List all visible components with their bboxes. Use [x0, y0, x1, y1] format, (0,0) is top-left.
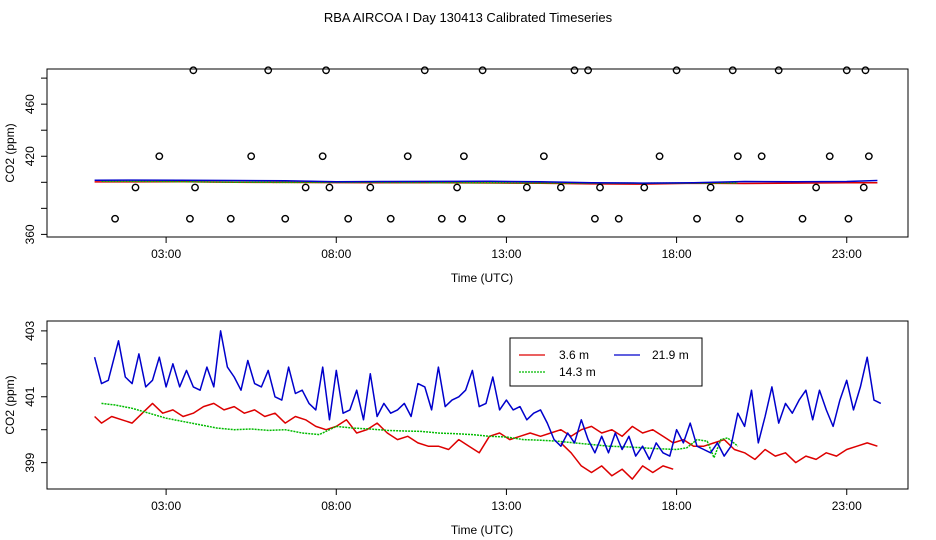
- top-outlier-point: [556, 183, 565, 192]
- top-outlier-point: [655, 152, 664, 161]
- top-outlier-point: [735, 214, 744, 223]
- top-outlier-point: [859, 183, 868, 192]
- top-outlier-point: [386, 214, 395, 223]
- bottom-series-14-3-m-line: [101, 402, 739, 459]
- top-outlier-point: [437, 214, 446, 223]
- top-plot-frame: [46, 68, 909, 238]
- bottom-series-group: [93, 330, 882, 480]
- bottom-x-tick-label: 18:00: [662, 499, 692, 513]
- bottom-panel-chart: 03:00 08:00 13:00 18:00 23:00 399 401 403 Time…: [3, 320, 909, 537]
- top-outlier-point: [774, 66, 783, 75]
- legend-box: [509, 337, 703, 387]
- top-outlier-point: [842, 66, 851, 75]
- top-outlier-point: [844, 214, 853, 223]
- top-outlier-point: [189, 66, 198, 75]
- top-outlier-point: [191, 183, 199, 192]
- bottom-series-3-6-m-dip-line: [560, 442, 674, 480]
- top-outlier-point: [131, 183, 140, 192]
- bottom-y-tick-label: 399: [23, 452, 37, 472]
- bottom-x-tick-label: 23:00: [832, 499, 862, 513]
- top-y-tick-label: 420: [23, 146, 37, 166]
- top-x-axis: 03:00 08:00 13:00 18:00 23:00: [151, 237, 862, 261]
- top-panel-chart: 03:00 08:00 13:00 18:00 23:00 360 420 460 Time…: [3, 66, 909, 285]
- top-outlier-point: [318, 152, 327, 161]
- top-outlier-point: [281, 214, 290, 223]
- top-y-tick-label: 460: [23, 94, 37, 114]
- figure-title: RBA AIRCOA I Day 130413 Calibrated Times…: [324, 10, 613, 25]
- top-x-tick-label: 13:00: [491, 247, 521, 261]
- top-x-axis-label: Time (UTC): [451, 271, 513, 285]
- top-outlier-point: [864, 152, 873, 161]
- bottom-y-axis: 399 401 403: [23, 321, 47, 473]
- top-outlier-point: [301, 183, 310, 192]
- top-outlier-point: [672, 66, 681, 75]
- top-outlier-point: [366, 183, 375, 192]
- top-outlier-point: [812, 183, 821, 192]
- top-outlier-point: [459, 152, 468, 161]
- top-outlier-point: [403, 152, 412, 161]
- top-outlier-point: [728, 66, 737, 75]
- top-outlier-point: [420, 66, 429, 75]
- top-outlier-point: [453, 183, 461, 192]
- top-outlier-point: [497, 214, 506, 223]
- top-y-axis-label: CO2 (ppm): [3, 123, 17, 182]
- bottom-series-21-9-m-line: [93, 330, 882, 461]
- bottom-y-tick-label: 403: [23, 321, 37, 341]
- top-outlier-point: [640, 183, 649, 192]
- top-outlier-point: [186, 214, 194, 223]
- bottom-y-tick-label: 401: [23, 386, 37, 406]
- top-x-tick-label: 03:00: [151, 247, 181, 261]
- top-outlier-point: [325, 183, 334, 192]
- legend-label-3-6m: 3.6 m: [559, 348, 589, 362]
- bottom-x-tick-label: 03:00: [151, 499, 181, 513]
- top-outlier-point: [584, 66, 593, 75]
- top-outlier-point: [322, 66, 330, 75]
- top-outlier-point: [111, 214, 119, 223]
- top-x-tick-label: 08:00: [321, 247, 351, 261]
- bottom-y-axis-label: CO2 (ppm): [3, 375, 17, 434]
- top-outlier-point: [264, 66, 273, 75]
- legend-label-14-3m: 14.3 m: [559, 365, 596, 379]
- top-outlier-point: [825, 152, 834, 161]
- top-outlier-point: [614, 214, 623, 223]
- top-outlier-point: [522, 183, 531, 192]
- bottom-series-3-6-m-line: [94, 402, 878, 464]
- top-outlier-point: [596, 183, 604, 192]
- top-outlier-point: [733, 152, 742, 161]
- top-outlier-point: [861, 66, 870, 75]
- top-outlier-point: [247, 152, 256, 161]
- bottom-x-axis: 03:00 08:00 13:00 18:00 23:00: [151, 489, 862, 513]
- top-outlier-point: [344, 214, 353, 223]
- top-outlier-point: [539, 152, 548, 161]
- bottom-x-axis-label: Time (UTC): [451, 523, 513, 537]
- top-outlier-point: [757, 152, 766, 161]
- top-outlier-point: [458, 214, 467, 223]
- top-y-axis: 360 420 460: [23, 77, 47, 244]
- top-y-tick-label: 360: [23, 224, 37, 244]
- top-x-tick-label: 23:00: [832, 247, 862, 261]
- top-outlier-point: [591, 214, 599, 223]
- top-outlier-point: [798, 214, 807, 223]
- legend-label-21-9m: 21.9 m: [652, 348, 689, 362]
- top-outlier-point: [478, 66, 487, 75]
- top-outlier-point: [706, 183, 715, 192]
- top-series-21-9-m-line: [94, 179, 878, 184]
- legend: 3.6 m 21.9 m 14.3 m: [509, 337, 703, 387]
- top-outlier-point: [693, 214, 701, 223]
- top-series-group: [94, 66, 878, 223]
- top-outlier-point: [155, 152, 164, 161]
- bottom-x-tick-label: 13:00: [491, 499, 521, 513]
- bottom-x-tick-label: 08:00: [321, 499, 351, 513]
- top-outlier-point: [570, 66, 579, 75]
- bottom-plot-frame: [46, 320, 909, 490]
- top-outlier-point: [226, 214, 235, 223]
- top-x-tick-label: 18:00: [662, 247, 692, 261]
